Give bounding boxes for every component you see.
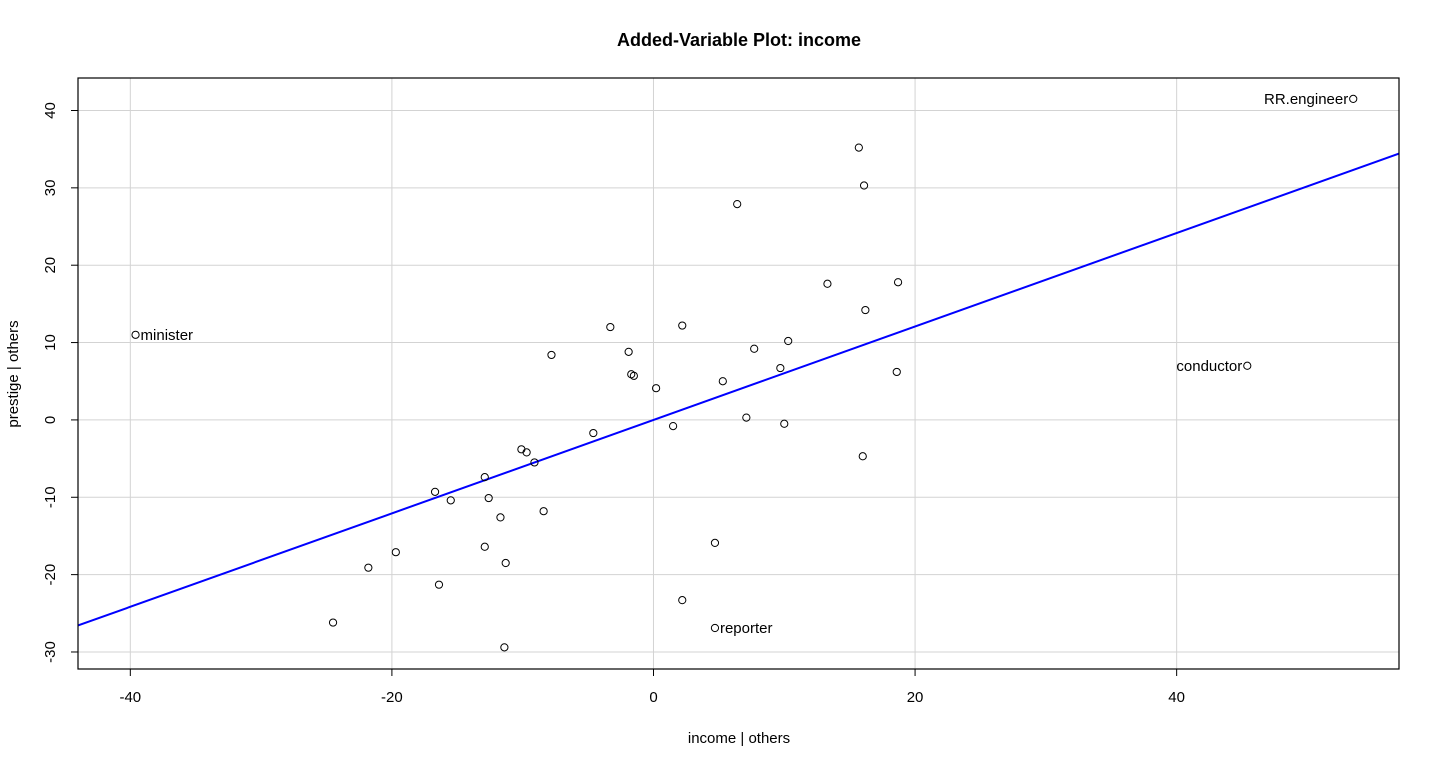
chart-title: Added-Variable Plot: income — [617, 30, 861, 50]
data-point — [718, 377, 727, 386]
data-point — [530, 458, 539, 467]
data-point — [606, 322, 615, 332]
y-tick-label: -10 — [42, 486, 59, 508]
y-axis-ticks: -30 -20 -10 0 10 20 30 40 — [42, 102, 78, 663]
x-tick-label: 20 — [907, 689, 924, 706]
x-tick-label: -20 — [381, 689, 403, 706]
data-point — [678, 321, 687, 330]
data-point — [547, 350, 556, 360]
data-point — [446, 496, 455, 505]
data-point — [859, 181, 869, 190]
data-point — [892, 367, 901, 377]
data-point — [678, 596, 687, 605]
grid-lines — [78, 78, 1399, 669]
point-label-conductor: conductor — [1176, 358, 1242, 375]
y-axis-label: prestige | others — [5, 320, 22, 427]
data-point — [434, 580, 444, 589]
data-point — [430, 487, 440, 496]
data-point — [861, 305, 870, 315]
data-point — [391, 548, 400, 557]
data-point — [517, 445, 526, 454]
data-point — [629, 371, 638, 380]
data-point — [500, 643, 509, 652]
data-points: RR.engineer minister conductor reporter — [131, 91, 1358, 652]
data-point — [784, 336, 793, 346]
data-point — [780, 419, 789, 428]
data-point — [480, 473, 489, 482]
x-tick-label: 40 — [1168, 689, 1185, 706]
x-tick-label: 0 — [649, 689, 657, 706]
data-point — [750, 344, 759, 353]
y-tick-label: -30 — [42, 641, 59, 663]
point-label-rr-engineer: RR.engineer — [1264, 91, 1348, 108]
data-point — [776, 363, 785, 373]
data-point — [480, 542, 489, 551]
y-tick-label: 0 — [42, 416, 59, 424]
y-tick-label: 30 — [42, 180, 59, 197]
data-point — [484, 493, 493, 503]
data-point — [652, 384, 661, 393]
data-point — [742, 413, 751, 422]
data-point — [539, 507, 548, 516]
data-point — [522, 448, 531, 457]
data-point — [710, 538, 720, 548]
data-point — [1243, 361, 1252, 370]
y-tick-label: 10 — [42, 334, 59, 351]
data-point — [669, 422, 678, 431]
data-point — [501, 558, 510, 568]
x-axis-label: income | others — [688, 730, 790, 747]
x-axis-ticks: -40 -20 0 20 40 — [119, 669, 1185, 706]
plot-frame — [77, 77, 1400, 670]
data-point — [328, 618, 338, 627]
regression-line — [77, 152, 1400, 627]
data-point — [131, 330, 140, 339]
data-point — [1349, 94, 1358, 103]
fit-line-layer — [77, 152, 1400, 627]
data-point — [496, 513, 505, 522]
data-point — [589, 428, 598, 438]
y-tick-label: -20 — [42, 564, 59, 586]
data-point — [858, 452, 867, 461]
point-label-reporter: reporter — [720, 620, 773, 637]
y-tick-label: 40 — [42, 102, 59, 119]
x-tick-label: -40 — [119, 689, 141, 706]
data-point — [823, 279, 832, 288]
data-point — [733, 199, 742, 209]
data-point — [854, 143, 863, 152]
data-point — [710, 623, 720, 633]
data-point — [893, 278, 903, 287]
data-point — [364, 563, 373, 572]
y-tick-label: 20 — [42, 257, 59, 274]
point-label-minister: minister — [141, 327, 194, 344]
data-point — [624, 347, 633, 356]
